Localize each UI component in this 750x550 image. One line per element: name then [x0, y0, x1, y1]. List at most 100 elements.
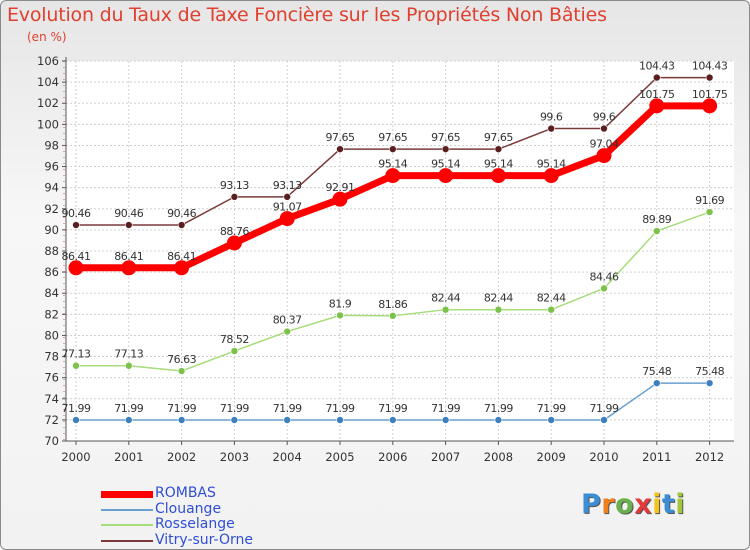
data-point [332, 191, 348, 207]
y-tick-label: 106 [37, 54, 59, 68]
data-label: 71.99 [326, 402, 355, 415]
data-label: 76.63 [167, 353, 196, 366]
data-label: 92.91 [326, 181, 355, 194]
data-label: 77.13 [62, 348, 91, 361]
data-label: 82.44 [431, 292, 460, 305]
data-label: 81.86 [378, 298, 407, 311]
data-label: 88.76 [220, 225, 249, 238]
x-tick-label: 2002 [167, 450, 196, 464]
data-label: 90.46 [62, 207, 91, 220]
x-tick-label: 2005 [325, 450, 354, 464]
y-tick-label: 92 [44, 202, 59, 216]
data-label: 71.99 [167, 402, 196, 415]
y-tick-label: 96 [44, 160, 59, 174]
data-label: 99.6 [593, 111, 616, 124]
data-label: 91.07 [273, 201, 302, 214]
data-label: 71.99 [378, 402, 407, 415]
y-tick-label: 74 [44, 392, 59, 406]
data-point [125, 221, 133, 229]
data-label: 71.99 [484, 402, 513, 415]
data-point [388, 145, 397, 153]
data-point [125, 361, 133, 370]
data-point [494, 305, 503, 314]
data-label: 89.89 [642, 213, 671, 226]
data-label: 93.13 [273, 179, 302, 192]
data-label: 104.43 [692, 60, 728, 73]
data-label: 86.41 [114, 250, 143, 263]
data-point [283, 416, 292, 424]
legend-swatch [101, 524, 153, 526]
data-point [230, 193, 239, 201]
y-tick-label: 70 [44, 434, 59, 448]
proxiti-logo: Proxiti [581, 489, 686, 520]
data-label: 84.46 [590, 270, 619, 283]
y-tick-label: 94 [44, 181, 59, 195]
data-label: 81.9 [329, 297, 352, 310]
data-point [547, 416, 556, 424]
data-label: 99.6 [540, 111, 563, 124]
unit-label: (en %) [27, 30, 67, 44]
data-point [72, 416, 80, 424]
data-label: 78.52 [220, 333, 249, 346]
y-tick-label: 84 [44, 286, 59, 300]
y-tick-label: 102 [37, 96, 59, 110]
data-point [388, 312, 397, 320]
data-label: 80.37 [273, 314, 302, 327]
legend-label: Rosselange [155, 516, 235, 532]
data-point [494, 416, 503, 424]
data-point [68, 260, 84, 276]
data-point [547, 124, 556, 133]
y-tick-label: 104 [37, 75, 59, 89]
data-label: 104.43 [639, 60, 675, 73]
data-point [174, 260, 190, 276]
data-label: 97.65 [378, 131, 407, 144]
data-label: 97.04 [590, 138, 619, 151]
data-point [543, 168, 559, 184]
y-tick-label: 90 [44, 223, 59, 237]
data-point [649, 98, 665, 114]
data-label: 97.65 [431, 131, 460, 144]
data-point [600, 284, 608, 293]
data-point [600, 416, 608, 424]
data-point [230, 347, 239, 355]
data-label: 101.75 [639, 88, 675, 101]
data-point [72, 221, 80, 229]
data-label: 101.75 [692, 88, 728, 101]
data-point [705, 379, 714, 387]
data-label: 90.46 [114, 207, 143, 220]
legend-swatch [101, 539, 153, 542]
y-tick-label: 98 [44, 138, 59, 152]
data-label: 77.13 [114, 348, 143, 361]
data-point [279, 211, 295, 227]
data-point [490, 168, 506, 184]
data-label: 95.14 [484, 158, 513, 171]
data-point [441, 305, 450, 314]
data-point [596, 148, 612, 164]
data-point [388, 416, 397, 424]
y-tick-label: 86 [44, 265, 59, 279]
data-point [441, 145, 450, 153]
chart-title: Evolution du Taux de Taxe Foncière sur l… [7, 4, 607, 26]
data-point [441, 416, 450, 424]
data-label: 75.48 [642, 365, 671, 378]
data-point [652, 379, 661, 387]
data-label: 90.46 [167, 207, 196, 220]
x-tick-label: 2006 [378, 450, 407, 464]
x-tick-label: 2008 [484, 450, 513, 464]
x-tick-label: 2012 [695, 450, 724, 464]
data-label: 71.99 [590, 402, 619, 415]
data-point [652, 227, 661, 235]
data-point [72, 361, 80, 370]
data-point [230, 416, 239, 424]
y-tick-label: 100 [37, 117, 59, 131]
x-tick-label: 2007 [431, 450, 460, 464]
data-point [494, 145, 503, 153]
data-label: 82.44 [537, 292, 566, 305]
x-tick-label: 2010 [589, 450, 618, 464]
data-label: 71.99 [537, 402, 566, 415]
data-label: 95.14 [431, 158, 460, 171]
legend-label: Clouange [155, 500, 222, 517]
data-label: 71.99 [62, 402, 91, 415]
data-point [283, 193, 292, 201]
x-tick-label: 2000 [61, 450, 90, 464]
